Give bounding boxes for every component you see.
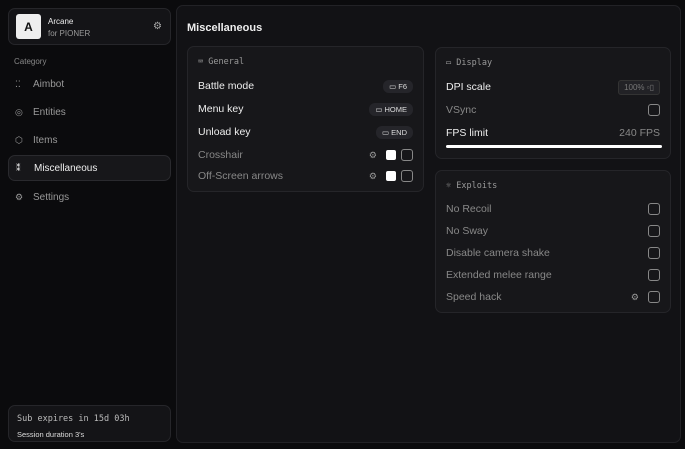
vsync-checkbox[interactable]	[648, 104, 660, 116]
crosshair-icon: ⁚⁚	[15, 78, 21, 89]
menu-key-row: Menu key ▭ HOME	[198, 101, 413, 117]
melee-range-row: Extended melee range	[446, 267, 660, 283]
no-recoil-row: No Recoil	[446, 201, 660, 217]
speed-hack-row: Speed hack ⚙	[446, 289, 660, 305]
offscreen-color-swatch[interactable]	[386, 171, 396, 181]
section-title: ⌨ General	[198, 57, 245, 67]
no-sway-checkbox[interactable]	[648, 225, 660, 237]
sidebar-item-entities[interactable]: ◎ Entities	[8, 99, 171, 125]
page-title: Miscellaneous	[187, 22, 263, 34]
crosshair-settings-icon[interactable]: ⚙	[368, 149, 377, 160]
sidebar-item-label: Entities	[33, 106, 66, 118]
speed-hack-settings-icon[interactable]: ⚙	[630, 291, 639, 302]
fps-limit-slider[interactable]	[446, 145, 662, 148]
sidebar-item-aimbot[interactable]: ⁚⁚ Aimbot	[8, 71, 171, 97]
dpi-input[interactable]: 100% ▫▯	[618, 79, 660, 95]
offscreen-arrows-row: Off-Screen arrows ⚙	[198, 168, 413, 184]
entities-icon: ◎	[15, 106, 23, 117]
app-name: Arcane	[48, 17, 74, 26]
fps-value: 240 FPS	[619, 127, 660, 139]
header-settings-icon[interactable]: ⚙	[153, 21, 162, 32]
sidebar-item-items[interactable]: ⬡ Items	[8, 127, 171, 153]
category-label: Category	[14, 57, 47, 66]
app-subtitle: for PIONER	[48, 29, 91, 38]
melee-range-checkbox[interactable]	[648, 269, 660, 281]
offscreen-checkbox[interactable]	[401, 170, 413, 182]
gear-icon: ⚙	[15, 191, 24, 202]
main-panel: Miscellaneous ⌨ General Battle mode ▭ F6 …	[176, 5, 681, 443]
battle-mode-keybind[interactable]: ▭ F6	[383, 79, 413, 93]
battle-mode-row: Battle mode ▭ F6	[198, 78, 413, 94]
sidebar-item-label: Miscellaneous	[34, 162, 98, 174]
section-title: ▭ Display	[446, 58, 493, 68]
unload-key-row: Unload key ▭ END	[198, 124, 413, 140]
sidebar-item-miscellaneous[interactable]: ⁑ Miscellaneous	[8, 155, 171, 181]
dpi-row: DPI scale 100% ▫▯	[446, 79, 660, 95]
camera-shake-checkbox[interactable]	[648, 247, 660, 259]
app-header: A Arcane for PIONER ⚙	[8, 8, 171, 45]
menu-keybind[interactable]: ▭ HOME	[369, 102, 413, 116]
misc-icon: ⁑	[16, 162, 21, 173]
app-logo: A	[16, 14, 41, 39]
cube-icon: ⬡	[15, 134, 23, 145]
speed-hack-checkbox[interactable]	[648, 291, 660, 303]
crosshair-row: Crosshair ⚙	[198, 147, 413, 163]
monitor-icon: ▭	[446, 58, 457, 68]
crosshair-checkbox[interactable]	[401, 149, 413, 161]
bug-icon: ☼	[446, 181, 457, 191]
offscreen-settings-icon[interactable]: ⚙	[368, 170, 377, 181]
sidebar-item-settings[interactable]: ⚙ Settings	[8, 184, 171, 210]
section-title: ☼ Exploits	[446, 181, 498, 191]
session-duration: Session duration 3's	[17, 430, 85, 439]
subscription-info: Sub expires in 15d 03h Session duration …	[8, 405, 171, 442]
sub-expiry: Sub expires in 15d 03h	[17, 414, 130, 424]
no-sway-row: No Sway	[446, 223, 660, 239]
sidebar-item-label: Settings	[33, 191, 70, 203]
crosshair-color-swatch[interactable]	[386, 150, 396, 160]
keyboard-icon: ⌨	[198, 57, 209, 67]
sidebar-item-label: Aimbot	[33, 78, 65, 90]
camera-shake-row: Disable camera shake	[446, 245, 660, 261]
no-recoil-checkbox[interactable]	[648, 203, 660, 215]
general-section: ⌨ General Battle mode ▭ F6 Menu key ▭ HOME…	[187, 46, 424, 192]
display-section: ▭ Display DPI scale 100% ▫▯ VSync FPS lim…	[435, 47, 671, 159]
fps-row: FPS limit 240 FPS	[446, 127, 660, 139]
vsync-row: VSync	[446, 102, 660, 118]
sidebar-item-label: Items	[33, 134, 58, 146]
exploits-section: ☼ Exploits No Recoil No Sway Disable cam…	[435, 170, 671, 313]
unload-keybind[interactable]: ▭ END	[375, 125, 413, 139]
